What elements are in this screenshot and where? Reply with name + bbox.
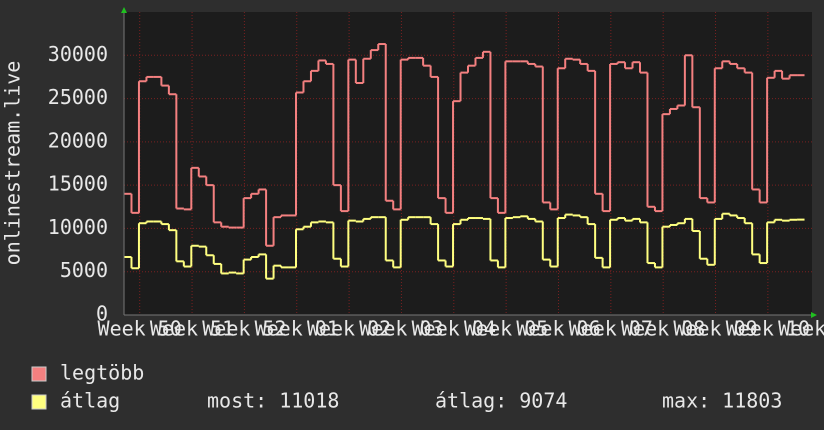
plot-area xyxy=(124,12,812,315)
x-tick-label: Week 50 xyxy=(98,317,182,341)
x-arrow xyxy=(811,312,817,318)
y-tick-label: 0 xyxy=(96,302,108,326)
y-tick-label: 15000 xyxy=(48,172,108,196)
x-tick-label: Week 09 xyxy=(673,317,757,341)
marks xyxy=(124,43,805,280)
legend: legtöbb átlag most: 11018 átlag: 9074 max: 1180… xyxy=(31,361,782,413)
x-tick-label: Week 10 xyxy=(726,317,810,341)
x-tick-label: Week 04 xyxy=(412,317,496,341)
y-arrow xyxy=(121,7,127,13)
stat-label: max: xyxy=(662,389,710,413)
x-tick-label: Week 01 xyxy=(255,317,339,341)
x-tick-label: Week 03 xyxy=(359,317,443,341)
legend-swatch xyxy=(31,366,47,382)
x-tick-label: Week 05 xyxy=(464,317,548,341)
x-tick-label: Week 02 xyxy=(307,317,391,341)
stat-value: 9074 xyxy=(519,389,567,413)
y-tick-label: 10000 xyxy=(48,215,108,239)
x-tick-label: Week 08 xyxy=(621,317,705,341)
stat-value: 11018 xyxy=(279,389,339,413)
legend-label: átlag xyxy=(60,389,120,413)
y-tick-label: 5000 xyxy=(60,258,108,282)
x-tick-label: Week 51 xyxy=(150,317,234,341)
x-tick-label: Week 52 xyxy=(202,317,286,341)
legend-swatch xyxy=(31,394,47,410)
x-tick-label: Week 11 xyxy=(778,317,824,341)
y-tick-label: 20000 xyxy=(48,128,108,152)
y-axis-label: onlinestream.live xyxy=(1,61,25,266)
step-connector xyxy=(130,213,799,279)
stat-value: 11803 xyxy=(722,389,782,413)
stat-label: átlag: xyxy=(435,389,507,413)
step-connector xyxy=(130,44,791,246)
x-tick-label: Week 07 xyxy=(569,317,653,341)
y-tick-label: 25000 xyxy=(48,85,108,109)
legend-label: legtöbb xyxy=(60,361,144,385)
x-tick-label: Week 06 xyxy=(516,317,600,341)
y-tick-label: 30000 xyxy=(48,42,108,66)
stat-label: most: xyxy=(207,389,267,413)
